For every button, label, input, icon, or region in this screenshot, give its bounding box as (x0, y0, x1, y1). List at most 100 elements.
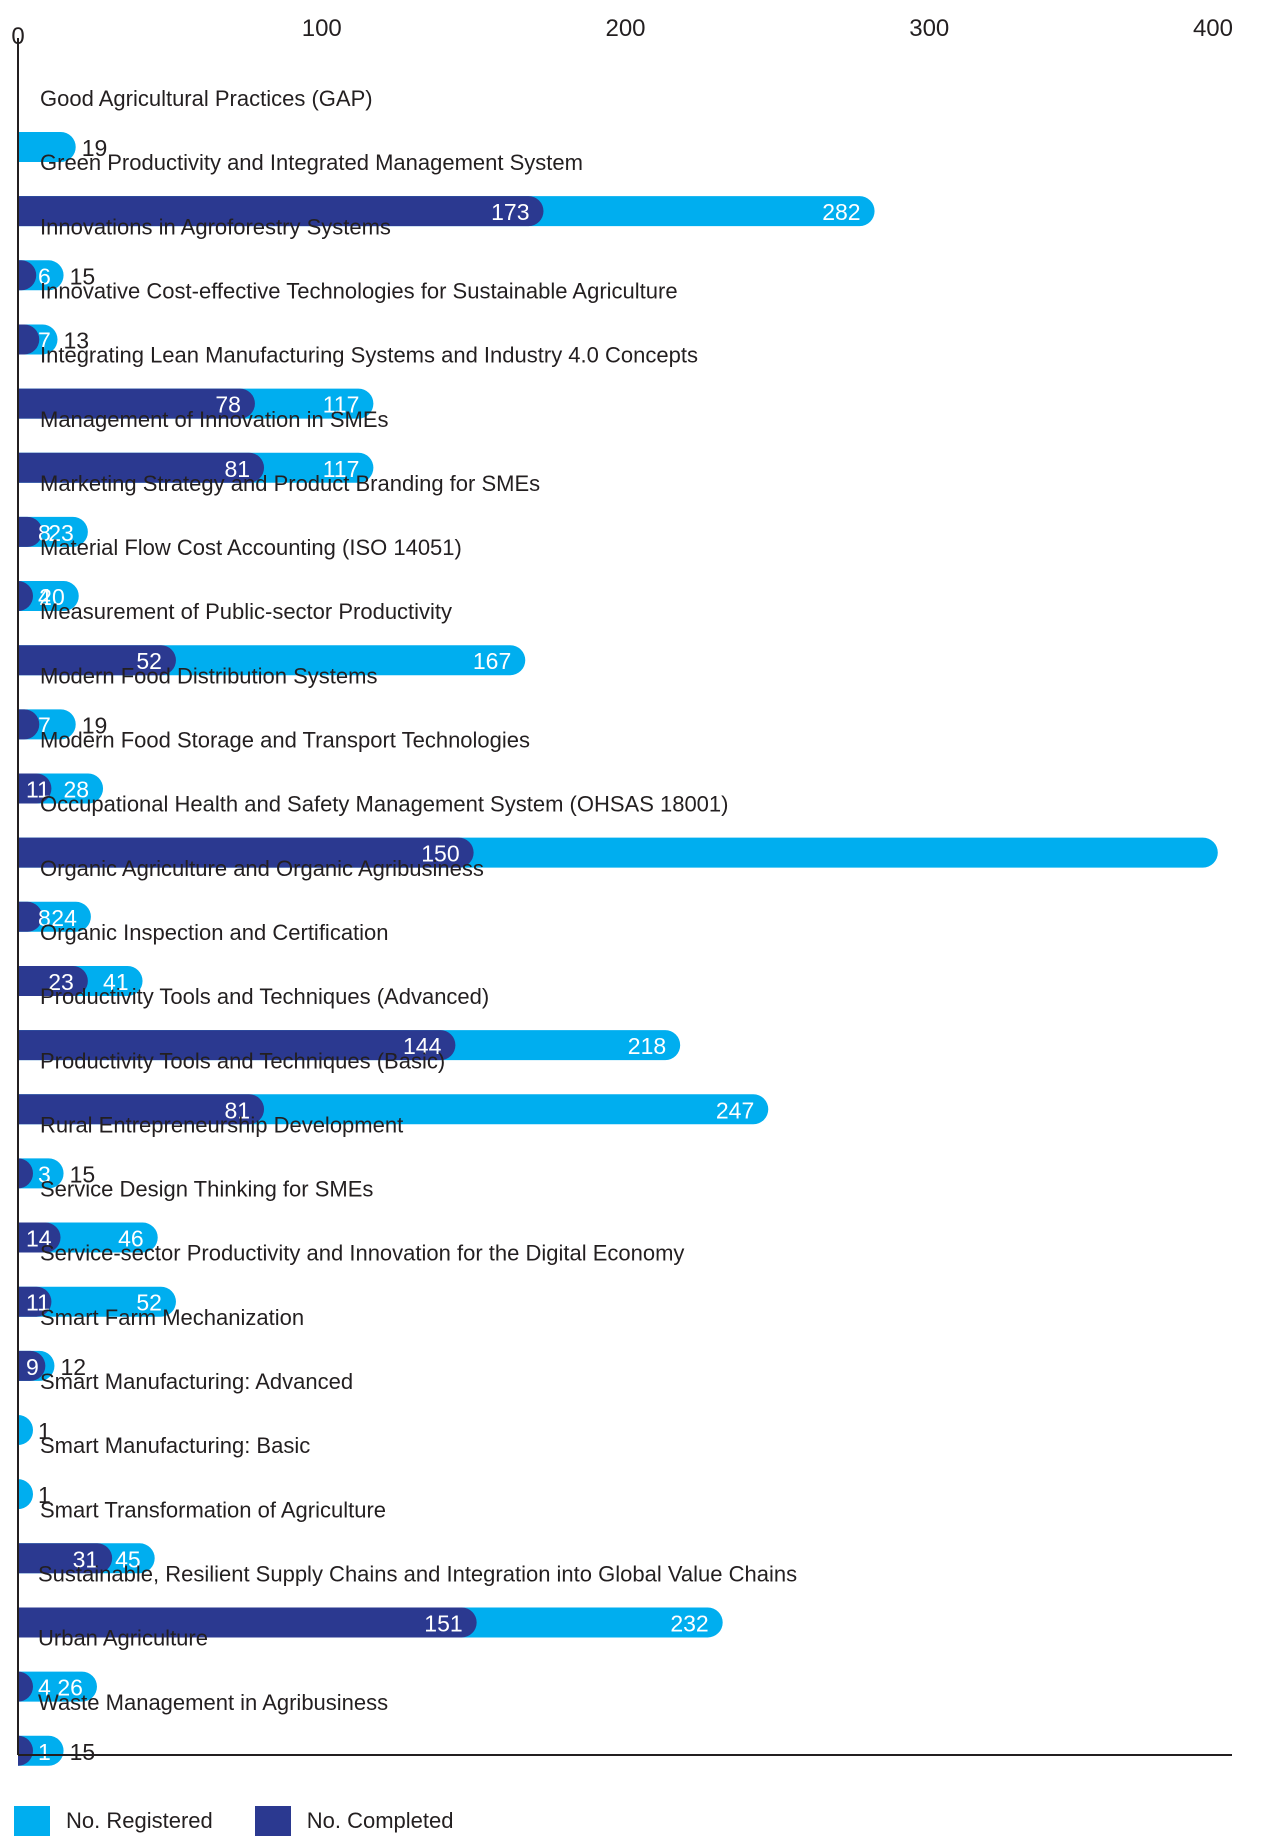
bar-completed (18, 1222, 61, 1253)
category-label: Urban Agriculture (38, 1626, 208, 1651)
value-label-completed: 81 (224, 456, 250, 482)
category-label: Organic Agriculture and Organic Agribusi… (40, 856, 484, 881)
value-label-completed: 31 (73, 1546, 99, 1572)
bar-completed (18, 901, 43, 932)
value-label-completed: 150 (421, 841, 459, 867)
x-tick-label: 0 (11, 23, 24, 50)
category-label: Innovative Cost-effective Technologies f… (40, 278, 678, 303)
category-label: Waste Management in Agribusiness (38, 1690, 388, 1715)
category-label: Smart Transformation of Agriculture (40, 1497, 386, 1522)
value-label-completed: 7 (38, 712, 51, 738)
category-label: Service-sector Productivity and Innovati… (40, 1241, 684, 1266)
category-label: Modern Food Storage and Transport Techno… (40, 728, 530, 753)
category-label: Organic Inspection and Certification (40, 920, 389, 945)
value-label-completed: 7 (38, 327, 51, 353)
category-label: Material Flow Cost Accounting (ISO 14051… (40, 535, 462, 560)
category-label: Smart Manufacturing: Advanced (40, 1369, 353, 1394)
bar-completed (18, 452, 265, 483)
legend-item-completed: No. Completed (254, 1806, 454, 1836)
bar-completed (18, 1350, 46, 1381)
value-label-completed: 11 (26, 1290, 50, 1316)
bar-completed (18, 965, 88, 996)
bar-completed (18, 1094, 265, 1125)
bar-completed (18, 516, 43, 547)
bar-completed (18, 581, 33, 612)
legend: No. Registered No. Completed (14, 1806, 454, 1836)
value-label-registered: 19 (82, 135, 108, 161)
bar-completed (18, 1543, 113, 1574)
value-label-registered: 15 (70, 263, 96, 289)
value-label-completed: 23 (48, 969, 74, 995)
value-label-completed: 144 (403, 1033, 442, 1059)
category-label: Service Design Thinking for SMEs (40, 1177, 373, 1202)
value-label-registered: 19 (82, 712, 108, 738)
bar-completed (18, 196, 544, 227)
legend-item-registered: No. Registered (14, 1806, 213, 1836)
bar-completed (18, 709, 40, 740)
bar-registered (18, 1286, 176, 1317)
value-label-registered: 45 (115, 1546, 141, 1572)
bar-completed (18, 1607, 477, 1638)
legend-swatch-registered (14, 1806, 50, 1836)
value-label-registered: 247 (716, 1097, 754, 1123)
bars-layer: Good Agricultural Practices (GAP)19Green… (18, 86, 1218, 1766)
value-label-registered: 1 (38, 1482, 51, 1508)
value-label-registered: 218 (628, 1033, 666, 1059)
value-label-completed: 4 (38, 584, 51, 610)
x-tick-label: 200 (605, 15, 645, 42)
bar-completed (18, 1286, 52, 1317)
value-label-registered: 15 (70, 1161, 96, 1187)
value-label-registered: 12 (60, 1354, 86, 1380)
x-tick-label: 100 (302, 15, 342, 42)
value-label-completed: 8 (38, 905, 51, 931)
x-axis-ticks: 0 100 200 300 400 (11, 15, 1233, 50)
value-label-completed: 6 (38, 263, 51, 289)
value-label-completed: 1 (38, 1739, 51, 1765)
category-label: Marketing Strategy and Product Branding … (40, 471, 540, 496)
value-label-registered: 26 (57, 1675, 83, 1701)
value-label-completed: 173 (491, 199, 529, 225)
category-label: Good Agricultural Practices (GAP) (40, 86, 373, 111)
category-label: Innovations in Agroforestry Systems (40, 214, 391, 239)
value-label-completed: 11 (26, 777, 50, 803)
category-label: Measurement of Public-sector Productivit… (40, 599, 452, 624)
bar-completed (18, 1158, 33, 1189)
axes-layer (17, 38, 1232, 1756)
bar-completed (18, 1671, 33, 1702)
value-label-registered: 117 (323, 456, 360, 482)
category-label: Smart Manufacturing: Basic (40, 1433, 310, 1458)
category-label: Sustainable, Resilient Supply Chains and… (38, 1561, 797, 1586)
value-label-registered: 20 (39, 584, 65, 610)
bar-registered (18, 1671, 97, 1702)
value-label-registered: 117 (323, 392, 360, 418)
value-label-completed: 151 (424, 1610, 462, 1636)
bar-registered (18, 1415, 33, 1445)
bar-completed (18, 1735, 33, 1766)
category-label: Rural Entrepreneurship Development (40, 1112, 403, 1137)
value-label-completed: 81 (224, 1097, 250, 1123)
bar-registered (18, 1479, 33, 1510)
value-label-completed: 14 (26, 1226, 52, 1252)
value-label-registered: 167 (473, 648, 511, 674)
value-label-completed: 9 (26, 1354, 39, 1380)
bar-completed (18, 837, 474, 868)
category-label: Green Productivity and Integrated Manage… (40, 150, 583, 175)
value-label-registered: 46 (118, 1226, 144, 1252)
value-label-registered: 23 (48, 520, 74, 546)
bar-completed (18, 773, 52, 804)
value-label-registered: 24 (51, 905, 77, 931)
value-label-completed: 8 (38, 520, 51, 546)
value-label-registered: 52 (136, 1290, 162, 1316)
bar-completed (18, 324, 40, 355)
bar-completed (18, 645, 176, 676)
x-tick-label: 400 (1193, 15, 1233, 42)
category-label: Integrating Lean Manufacturing Systems a… (40, 343, 698, 368)
category-label: Modern Food Distribution Systems (40, 663, 377, 688)
value-label-registered: 282 (822, 199, 860, 225)
value-label-registered: 15 (70, 1739, 96, 1765)
category-label: Productivity Tools and Techniques (Advan… (40, 984, 489, 1009)
legend-swatch-completed (254, 1806, 291, 1836)
value-label-completed: 52 (136, 648, 162, 674)
category-label: Smart Farm Mechanization (40, 1305, 304, 1330)
value-label-registered: 28 (63, 777, 89, 803)
